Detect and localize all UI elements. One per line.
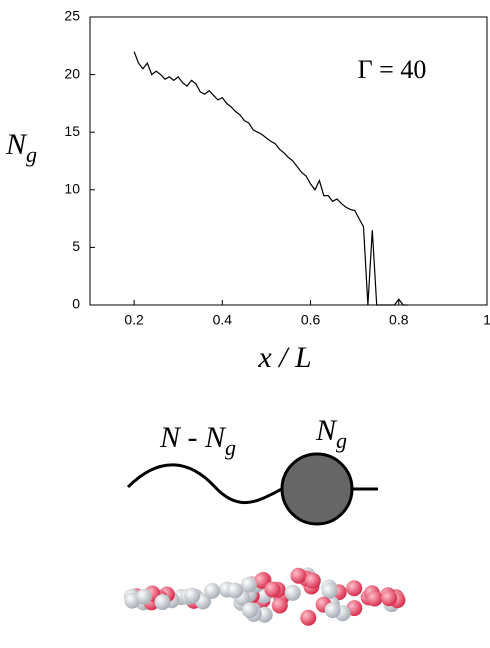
y-tick-label: 0	[72, 296, 80, 312]
atom	[324, 602, 341, 619]
x-tick-label: 0.4	[213, 312, 233, 328]
globule	[280, 452, 354, 526]
atom	[184, 587, 201, 604]
annotation: Γ = 40	[358, 55, 427, 84]
atom	[284, 584, 301, 601]
atom	[227, 582, 243, 599]
x-tick-label: 0.6	[301, 312, 321, 328]
right-label-main: N	[315, 414, 338, 447]
x-tick-label: 0.2	[124, 312, 144, 328]
left-label-main: N - N	[159, 421, 227, 454]
atom	[240, 576, 257, 593]
y-tick-label: 20	[64, 65, 80, 81]
atom	[204, 582, 221, 599]
atom	[271, 597, 288, 614]
left-label-sub: g	[225, 435, 236, 460]
right-label-sub: g	[336, 428, 347, 453]
molecule-render	[123, 567, 406, 626]
atom	[300, 609, 317, 626]
atom	[241, 602, 258, 619]
y-tick-label: 10	[64, 181, 80, 197]
right-label: Ng	[315, 414, 347, 453]
y-tick-label: 5	[72, 238, 80, 254]
x-tick-label: 0.8	[389, 312, 409, 328]
data-line	[133, 51, 408, 306]
y-axis-label: Ng	[5, 128, 37, 167]
chain	[126, 463, 283, 505]
atom	[290, 567, 307, 584]
left-label: N - Ng	[159, 421, 236, 460]
y-tick-label: 25	[64, 8, 80, 24]
plot-frame	[89, 16, 488, 306]
atom	[154, 594, 171, 611]
x-axis-label: x / L	[257, 341, 311, 374]
atom	[253, 572, 270, 589]
y-label-sub: g	[26, 142, 37, 167]
y-tick-label: 15	[64, 123, 80, 139]
atom	[136, 588, 152, 605]
atom	[264, 581, 281, 598]
x-tick-label: 1	[483, 312, 490, 328]
atom	[346, 580, 363, 597]
atom	[304, 572, 321, 589]
y-label-main: N	[5, 128, 28, 161]
atom	[366, 590, 383, 607]
atom	[381, 590, 398, 607]
atom	[321, 582, 338, 599]
polymer-diagram: N - Ng Ng	[126, 414, 378, 526]
